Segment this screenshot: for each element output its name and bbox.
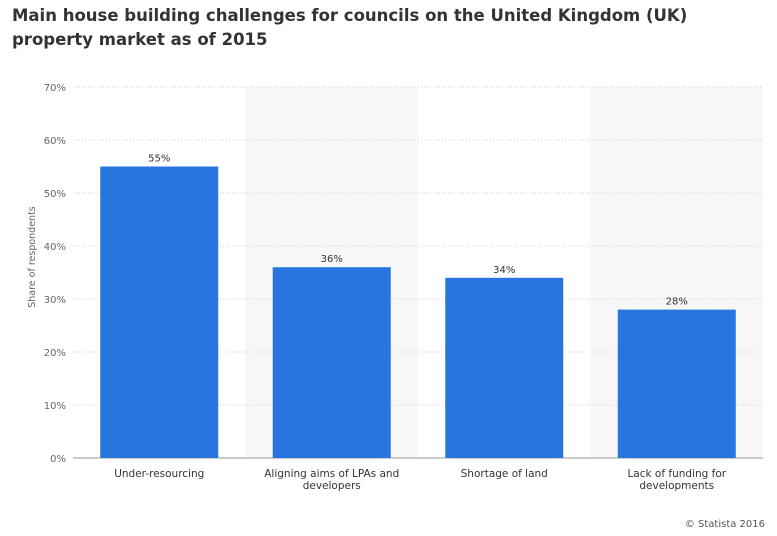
y-tick-label: 0%	[50, 454, 66, 465]
x-tick-label: Lack of funding for	[627, 468, 726, 480]
y-tick-label: 10%	[44, 401, 66, 412]
y-tick-label: 20%	[44, 348, 66, 359]
chart-title: Main house building challenges for counc…	[12, 6, 688, 49]
y-tick-label: 50%	[44, 189, 66, 200]
bar	[272, 267, 391, 458]
y-tick-label: 60%	[44, 136, 66, 147]
data-label: 28%	[666, 297, 688, 308]
x-tick-label: developers	[303, 480, 361, 492]
data-label: 34%	[493, 265, 515, 276]
y-tick-label: 30%	[44, 295, 66, 306]
x-tick-label: Aligning aims of LPAs and	[264, 468, 399, 480]
data-label: 36%	[321, 254, 343, 265]
y-tick-label: 70%	[44, 83, 66, 94]
bar	[100, 166, 219, 458]
y-tick-label: 40%	[44, 242, 66, 253]
x-tick-label: Shortage of land	[461, 468, 548, 480]
x-tick-label: Under-resourcing	[114, 468, 204, 480]
statista-credit: © Statista 2016	[684, 519, 765, 530]
data-label: 55%	[148, 154, 170, 165]
x-tick-label: developments	[639, 480, 714, 492]
bar	[617, 309, 736, 458]
bar	[445, 277, 564, 458]
